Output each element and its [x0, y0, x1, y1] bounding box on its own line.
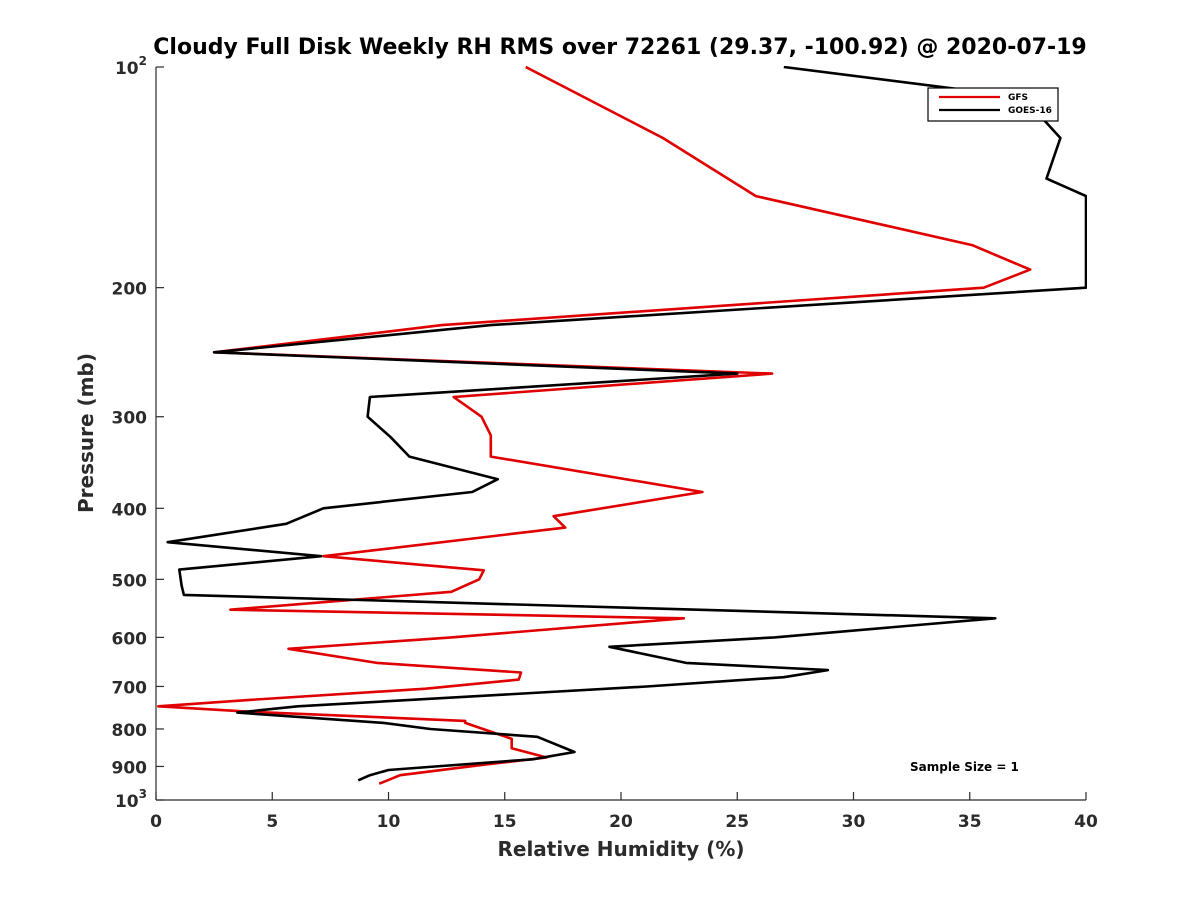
x-tick-label: 35	[958, 812, 982, 832]
x-tick-label: 0	[150, 812, 162, 832]
chart-title: Cloudy Full Disk Weekly RH RMS over 7226…	[153, 35, 1086, 60]
x-tick-label: 30	[842, 812, 866, 832]
plot-area: 0 5 10 15 20 25 30 35 40 102 200 300 400 500 600 700 80…	[112, 54, 1098, 832]
y-tick-label: 400	[112, 500, 148, 520]
y-tick-label: 800	[112, 721, 148, 741]
x-tick-label: 25	[725, 812, 749, 832]
x-tick-label: 40	[1074, 812, 1098, 832]
y-tick-label: 103	[115, 787, 147, 812]
y-tick-label: 600	[112, 629, 148, 649]
series-layer	[157, 66, 1087, 785]
series-line-goes16	[166, 66, 1087, 782]
y-tick-label: 300	[112, 409, 148, 429]
x-tick-label: 10	[377, 812, 401, 832]
y-axis-ticks: 102 200 300 400 500 600 700 800 900 103	[112, 54, 164, 812]
y-axis-label: Pressure (mb)	[74, 353, 98, 513]
y-tick-label: 200	[112, 280, 148, 300]
x-tick-label: 15	[493, 812, 517, 832]
x-tick-label: 20	[609, 812, 633, 832]
axes-box	[156, 67, 1086, 800]
x-axis-label: Relative Humidity (%)	[497, 837, 744, 861]
legend-label-goes16: GOES-16	[1008, 106, 1052, 116]
legend: GFS GOES-16	[927, 87, 1059, 122]
y-tick-label: 900	[112, 758, 148, 778]
y-tick-label: 500	[112, 571, 148, 591]
legend-label-gfs: GFS	[1008, 93, 1028, 103]
x-axis-ticks: 0 5 10 15 20 25 30 35 40	[150, 792, 1098, 832]
sample-size-annotation: Sample Size = 1	[910, 760, 1019, 774]
legend-box	[927, 87, 1059, 122]
y-tick-label: 700	[112, 678, 148, 698]
y-tick-label: 102	[115, 54, 147, 79]
x-tick-label: 5	[266, 812, 278, 832]
series-line-gfs	[157, 66, 1032, 785]
